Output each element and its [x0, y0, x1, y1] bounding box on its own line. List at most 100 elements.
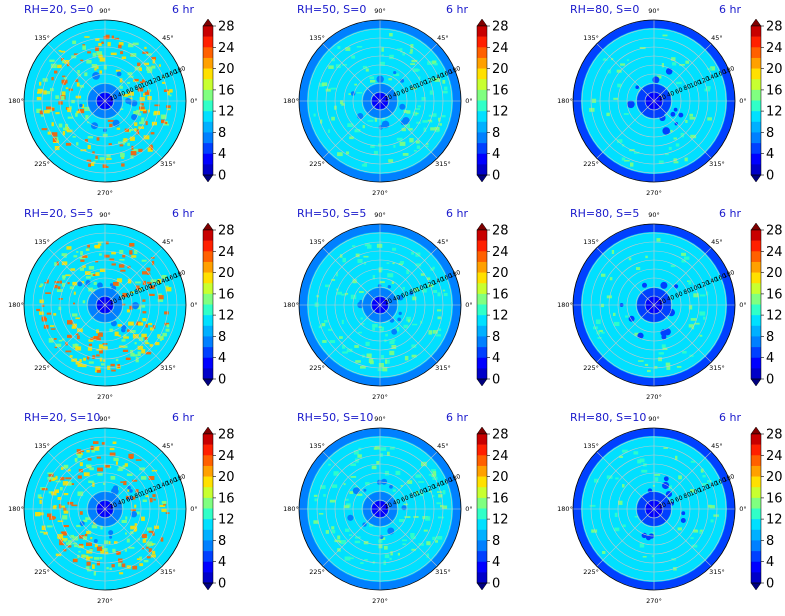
radial-tick-label: 40 — [117, 294, 127, 303]
speckle — [63, 127, 68, 131]
colorbar-segment — [477, 57, 487, 69]
inner-blob — [347, 514, 354, 521]
speckle — [668, 146, 672, 150]
speckle — [435, 540, 438, 543]
angle-label: 315° — [435, 364, 451, 372]
speckle — [357, 259, 363, 263]
speckle — [71, 504, 78, 507]
colorbar-tick-label: 4 — [492, 351, 500, 366]
speckle — [65, 123, 69, 129]
radial-tick-label: 80 — [134, 287, 144, 296]
radial-tick-label: 160 — [165, 272, 178, 283]
speckle — [334, 539, 341, 543]
speckle — [432, 113, 437, 117]
speckle — [367, 244, 372, 249]
speckle — [442, 90, 448, 94]
colorbar-segment — [203, 261, 213, 273]
speckle — [128, 43, 134, 48]
speckle — [94, 68, 97, 71]
speckle — [318, 325, 323, 329]
speckle — [116, 278, 123, 283]
speckle — [70, 534, 74, 538]
inner-blob — [681, 511, 686, 516]
speckle — [685, 120, 688, 123]
colorbar-segment — [203, 572, 213, 584]
speckle — [91, 448, 95, 453]
speckle — [404, 516, 411, 518]
radial-tick-label: 80 — [683, 287, 693, 296]
speckle — [137, 351, 141, 356]
speckle — [91, 162, 95, 166]
speckle — [673, 137, 677, 140]
colorbar-segment — [751, 540, 761, 552]
inner-blob — [109, 283, 114, 287]
colorbar-segment — [751, 121, 761, 133]
speckle — [92, 151, 95, 155]
speckle — [606, 475, 613, 479]
speckle — [400, 48, 403, 53]
speckle — [117, 468, 123, 472]
speckle — [325, 530, 329, 534]
speckle — [442, 289, 446, 292]
speckle — [37, 91, 42, 94]
speckle — [634, 515, 639, 518]
colorbar-segment — [477, 79, 487, 91]
radial-tick-label: 100 — [140, 283, 153, 294]
speckle — [673, 567, 677, 571]
radial-tick-label: 140 — [706, 276, 719, 287]
speckle — [146, 556, 151, 559]
speckle — [78, 109, 85, 114]
speckle — [350, 476, 357, 478]
speckle — [41, 128, 48, 131]
speckle — [96, 456, 101, 459]
speckle — [404, 355, 409, 361]
radial-tick-label: 120 — [423, 483, 436, 494]
speckle — [337, 46, 341, 49]
speckle — [377, 368, 384, 372]
colorbar-tick-label: 4 — [766, 147, 774, 162]
speckle — [428, 114, 432, 117]
panel-title: RH=20, S=5 — [24, 207, 93, 220]
inner-blob — [678, 112, 684, 118]
speckle — [112, 548, 116, 553]
panel-time-label: 6 hr — [719, 3, 741, 16]
speckle — [88, 343, 93, 346]
colorbar-segment — [203, 111, 213, 123]
inner-blob — [359, 299, 363, 303]
inner-blob — [641, 532, 647, 539]
speckle — [111, 564, 115, 568]
colorbar-segment — [203, 519, 213, 531]
angle-label: 45° — [437, 442, 449, 450]
polar-grid-spoke — [104, 100, 163, 159]
angle-label: 270° — [97, 189, 113, 197]
speckle — [707, 480, 712, 483]
colorbar-segment — [477, 100, 487, 112]
speckle — [355, 458, 359, 463]
speckle — [85, 517, 91, 520]
angle-label: 135° — [583, 442, 599, 450]
speckle — [343, 483, 346, 486]
speckle — [160, 114, 167, 119]
colorbar-segment — [751, 572, 761, 584]
inner-blob — [97, 282, 103, 289]
speckle — [142, 299, 146, 302]
speckle — [77, 475, 82, 479]
speckle — [425, 516, 431, 521]
speckle — [71, 99, 75, 104]
speckle — [611, 250, 615, 254]
speckle — [642, 556, 647, 558]
speckle — [699, 530, 703, 534]
speckle — [689, 116, 696, 120]
radial-tick-label: 160 — [714, 272, 727, 283]
speckle — [142, 467, 145, 471]
speckle — [349, 534, 353, 536]
angle-label: 90° — [374, 7, 386, 15]
speckle — [389, 33, 393, 37]
radial-tick-label: 60 — [400, 86, 410, 95]
speckle — [681, 252, 686, 256]
inner-blob — [409, 291, 413, 296]
speckle — [149, 285, 155, 290]
radial-tick-label: 140 — [706, 72, 719, 83]
speckle — [134, 249, 138, 254]
speckle — [125, 495, 130, 500]
